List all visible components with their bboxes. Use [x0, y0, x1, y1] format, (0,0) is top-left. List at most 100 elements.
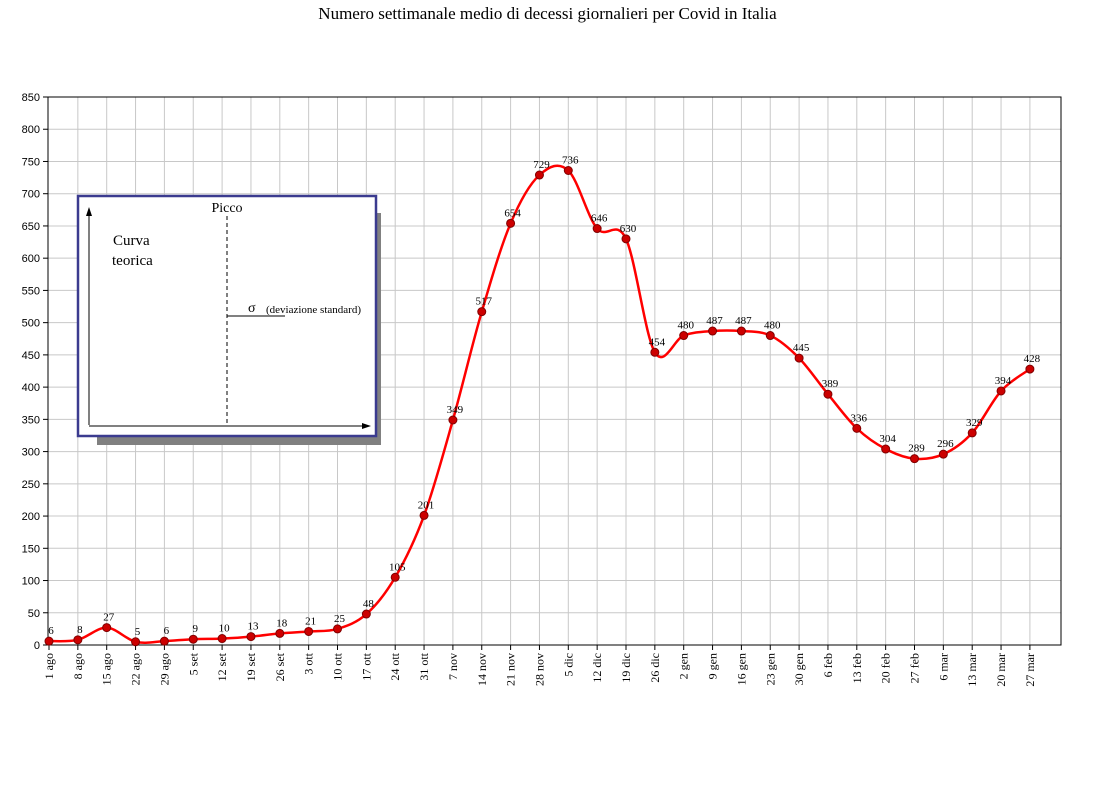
- data-label: 27: [103, 612, 115, 624]
- y-tick-labels: 0 50 100 150 200 250 300 350 400 450 500 550 600 650 7…: [22, 92, 40, 652]
- data-label: 21: [305, 615, 316, 627]
- x-tick-label: 15 ago: [100, 653, 114, 685]
- y-tick-label: 600: [22, 253, 40, 265]
- x-tick-label: 19 dic: [619, 653, 633, 683]
- x-tick-label: 26 dic: [648, 653, 662, 683]
- data-point: [246, 632, 256, 642]
- data-label: 445: [793, 342, 810, 354]
- data-point: [534, 170, 544, 180]
- data-point: [881, 444, 891, 454]
- y-tick-label: 0: [34, 640, 40, 652]
- y-tick-label: 200: [22, 511, 40, 523]
- data-label: 105: [389, 561, 406, 573]
- y-tick-label: 100: [22, 576, 40, 588]
- x-tick-labels: 1 ago 8 ago 15 ago 22 ago 29 ago 5 set 12 set 1…: [42, 652, 1037, 686]
- data-label: 487: [706, 315, 723, 327]
- data-point: [304, 626, 314, 636]
- x-tick-label: 5 dic: [561, 653, 575, 677]
- data-label: 394: [995, 375, 1012, 387]
- data-label: 517: [476, 296, 493, 308]
- x-tick-label: 10 ott: [331, 652, 345, 680]
- inset-x-arrow: [362, 423, 371, 429]
- data-label: 289: [908, 443, 925, 455]
- x-tick-label: 14 nov: [475, 653, 489, 686]
- y-tick-label: 750: [22, 156, 40, 168]
- data-point: [73, 635, 83, 645]
- chart-title: Numero settimanale medio di decessi gior…: [318, 4, 777, 23]
- data-label: 389: [822, 378, 839, 390]
- y-tick-label: 300: [22, 447, 40, 459]
- y-tick-label: 850: [22, 92, 40, 104]
- inset-sigma-label: (deviazione standard): [266, 304, 361, 316]
- data-label: 428: [1024, 353, 1041, 365]
- data-point: [621, 234, 631, 244]
- data-point: [592, 224, 602, 234]
- y-tick-label: 150: [22, 543, 40, 555]
- data-label: 10: [219, 623, 231, 635]
- inset-curve-label: teorica: [112, 253, 153, 269]
- data-label: 8: [77, 624, 83, 636]
- data-label: 6: [164, 625, 170, 637]
- data-point: [938, 449, 948, 459]
- x-tick-label: 29 ago: [157, 653, 171, 685]
- data-point: [910, 454, 919, 464]
- y-tick-label: 250: [22, 479, 40, 491]
- data-label: 736: [562, 154, 579, 166]
- y-tick-label: 700: [22, 189, 40, 201]
- data-point: [390, 572, 400, 582]
- x-tick-label: 22 ago: [129, 653, 143, 685]
- data-point: [506, 218, 516, 228]
- data-label: 454: [649, 336, 666, 348]
- data-label: 6: [48, 625, 54, 637]
- data-point: [44, 636, 54, 646]
- data-point: [563, 165, 573, 175]
- data-point: [852, 423, 862, 433]
- x-tick-label: 6 mar: [936, 653, 950, 681]
- x-tick-label: 20 feb: [879, 653, 893, 683]
- data-point: [131, 637, 141, 647]
- data-point: [996, 386, 1006, 396]
- data-point: [1025, 364, 1035, 374]
- x-tick-label: 24 ott: [388, 652, 402, 680]
- y-tick-label: 800: [22, 124, 40, 136]
- x-tick-label: 5 set: [186, 652, 200, 675]
- y-tick-label: 500: [22, 318, 40, 330]
- y-tick-label: 400: [22, 382, 40, 394]
- data-label: 9: [193, 623, 199, 635]
- x-tick-label: 17 ott: [359, 652, 373, 680]
- data-point: [188, 634, 198, 644]
- data-label: 48: [363, 598, 375, 610]
- data-point: [102, 623, 112, 633]
- x-tick-label: 20 mar: [994, 653, 1008, 687]
- inset-sigma-symbol: σ: [248, 301, 256, 316]
- x-tick-label: 3 ott: [302, 652, 316, 674]
- data-label: 336: [851, 412, 868, 424]
- data-point: [333, 624, 342, 634]
- data-point: [679, 331, 689, 341]
- x-tick-label: 9 gen: [706, 653, 720, 679]
- data-label: 654: [504, 207, 521, 219]
- inset-y-arrow: [86, 207, 92, 216]
- data-label: 487: [735, 315, 752, 327]
- data-point: [361, 609, 371, 619]
- data-point: [159, 636, 169, 646]
- inset-curve-label: Curva: [113, 233, 150, 249]
- y-tick-label: 50: [28, 608, 40, 620]
- data-labels: 6 8 27 5 6 9 10 13 18 21 25 48 105 201 349 517 654 729 736…: [48, 154, 1040, 637]
- x-tick-label: 2 gen: [677, 653, 691, 679]
- data-label: 13: [247, 621, 259, 633]
- data-point: [448, 415, 458, 425]
- data-label: 349: [447, 404, 464, 416]
- data-point: [794, 353, 804, 363]
- y-tick-label: 650: [22, 221, 40, 233]
- data-label: 25: [334, 613, 346, 625]
- x-tick-label: 13 mar: [965, 653, 979, 687]
- x-tick-label: 27 mar: [1023, 653, 1037, 687]
- data-label: 729: [533, 159, 550, 171]
- x-tick-label: 31 ott: [417, 652, 431, 680]
- data-point: [765, 331, 775, 341]
- data-point: [419, 510, 429, 520]
- x-tick-label: 28 nov: [532, 653, 546, 686]
- x-tick-label: 26 set: [273, 652, 287, 681]
